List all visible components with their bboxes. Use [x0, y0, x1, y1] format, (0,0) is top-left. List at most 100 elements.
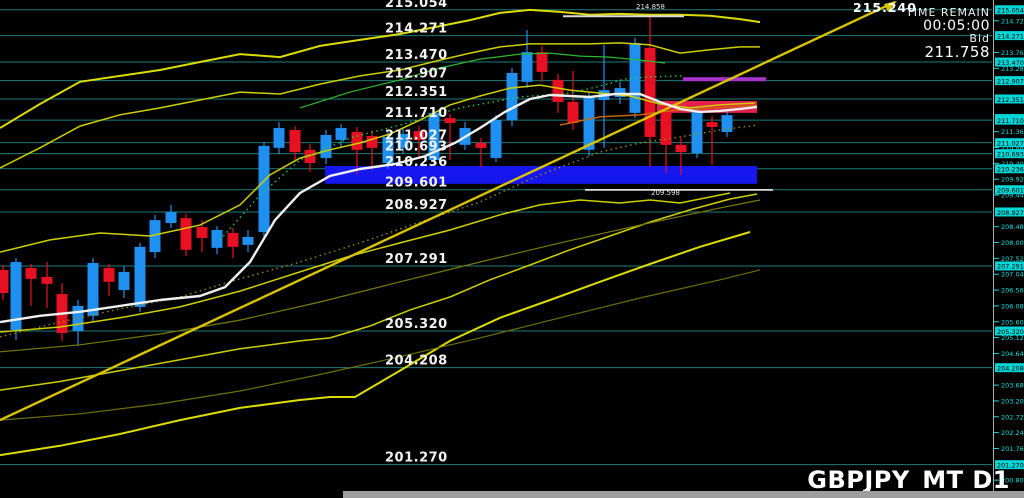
price-level-label: 208.927	[385, 198, 448, 213]
axis-tick-label: 205.600	[1001, 318, 1024, 326]
axis-tick-label: 208.000	[1001, 239, 1024, 247]
bull-candle	[335, 128, 347, 140]
axis-highlight-label: 209.601	[997, 187, 1024, 195]
price-level-label: 201.270	[385, 451, 448, 466]
axis-highlight-bg	[995, 5, 1024, 15]
axis-highlight-bg	[995, 94, 1024, 104]
bull-candle	[382, 136, 394, 164]
trend-line-arrowhead	[884, 1, 897, 12]
axis-highlight-bg	[995, 207, 1024, 217]
axis-highlight-bg	[995, 76, 1024, 86]
bear-candle	[567, 101, 579, 124]
symbol-period-watermark: GBPJPY_MT D1	[807, 466, 1010, 494]
bull-candle	[10, 262, 22, 330]
axis-tick-label: 211.360	[1001, 128, 1024, 136]
axis-tick-label: 213.760	[1001, 49, 1024, 57]
axis-tick-label: 200.800	[1001, 477, 1024, 485]
axis-highlight-bg	[995, 138, 1024, 148]
axis-highlight-bg	[995, 363, 1024, 373]
info-panel: TIME REMAIN 00:05:00 Bid 211.758	[906, 7, 990, 61]
indicator-line-band-upper-2	[0, 42, 760, 169]
indicator-line-slow-ma-1	[0, 199, 761, 353]
axis-highlight-bg	[995, 185, 1024, 195]
bull-candle	[506, 72, 518, 121]
axis-tick-label: 207.520	[1001, 255, 1024, 263]
bear-candle	[289, 130, 301, 153]
bear-candle	[413, 131, 425, 140]
axis-highlight-bg	[995, 57, 1024, 67]
axis-tick-label: 207.040	[1001, 271, 1024, 279]
magenta-level-line	[683, 77, 766, 82]
price-level-label: 210.693	[385, 140, 448, 155]
bull-candle	[583, 98, 595, 150]
price-level-label: 204.208	[385, 354, 448, 369]
axis-tick-label: 201.760	[1001, 445, 1024, 453]
bull-candle	[149, 220, 161, 253]
bear-candle	[536, 52, 548, 72]
axis-highlight-bg	[995, 31, 1024, 41]
axis-highlight-bg	[995, 261, 1024, 271]
bull-candle	[320, 134, 332, 159]
price-level-label: 212.351	[385, 85, 448, 100]
axis-highlight-bg	[995, 460, 1024, 470]
time-remain-label: TIME REMAIN	[906, 6, 990, 19]
bear-candle	[180, 218, 192, 250]
bear-candle	[660, 106, 672, 145]
axis-highlight-label: 213.470	[997, 59, 1024, 67]
axis-highlight-label: 208.927	[997, 209, 1024, 217]
axis-tick-label: 202.240	[1001, 429, 1024, 437]
axis-highlight-label: 212.907	[997, 77, 1024, 85]
price-level-label: 209.601	[385, 176, 448, 191]
bull-candle	[258, 145, 270, 232]
axis-highlight-bg	[995, 149, 1024, 159]
bull-candle	[691, 111, 703, 154]
price-level-label: 213.470	[385, 48, 448, 63]
axis-highlight-label: 210.236	[997, 166, 1024, 174]
bear-candle	[475, 142, 487, 148]
indicator-line-slow-ma-2	[0, 269, 761, 421]
axis-tick-label: 206.560	[1001, 287, 1024, 295]
trend-target-label: 215.240	[853, 0, 917, 15]
axis-tick-label: 214.720	[1001, 17, 1024, 25]
price-level-label: 215.054	[385, 0, 448, 11]
indicator-line-band-lower-2	[0, 193, 758, 391]
price-level-label: 210.236	[385, 155, 448, 170]
bear-candle	[675, 144, 687, 153]
axis-highlight-label: 211.710	[997, 117, 1024, 125]
horizontal-scrollbar[interactable]	[343, 491, 1024, 498]
bull-candle	[629, 42, 641, 113]
axis-tick-label: 213.280	[1001, 65, 1024, 73]
bear-candle	[41, 276, 53, 284]
axis-tick-label: 208.480	[1001, 223, 1024, 231]
axis-tick-label: 205.120	[1001, 334, 1024, 342]
bull-candle	[211, 230, 223, 248]
axis-highlight-label: 205.320	[997, 328, 1024, 336]
bull-candle	[273, 128, 285, 148]
resistance-line-label: 214.858	[636, 3, 665, 11]
bull-candle	[397, 133, 409, 148]
bear-candle	[0, 269, 9, 294]
axis-tick-label: 203.680	[1001, 382, 1024, 390]
bear-candle	[706, 122, 718, 128]
axis-tick-label: 210.880	[1001, 144, 1024, 152]
indicator-line-band-upper-1	[0, 84, 756, 253]
axis-tick-label: 209.920	[1001, 176, 1024, 184]
axis-highlight-label: 212.351	[997, 96, 1024, 104]
trend-line	[0, 0, 896, 422]
indicator-line-band-upper-3	[0, 8, 761, 129]
bull-candle	[614, 88, 626, 98]
bull-candle	[428, 112, 440, 161]
bull-candle	[134, 246, 146, 307]
indicator-line-dotted-lower	[0, 124, 758, 338]
axis-tick-label: 209.440	[1001, 192, 1024, 200]
price-level-label: 211.710	[385, 106, 448, 121]
bear-candle	[552, 79, 564, 102]
indicator-line-band-lower-1	[0, 192, 731, 333]
price-level-label: 214.271	[385, 22, 448, 37]
bull-candle	[242, 236, 254, 245]
bear-candle	[351, 132, 363, 150]
bull-candle	[87, 263, 99, 316]
axis-highlight-bg	[995, 326, 1024, 336]
